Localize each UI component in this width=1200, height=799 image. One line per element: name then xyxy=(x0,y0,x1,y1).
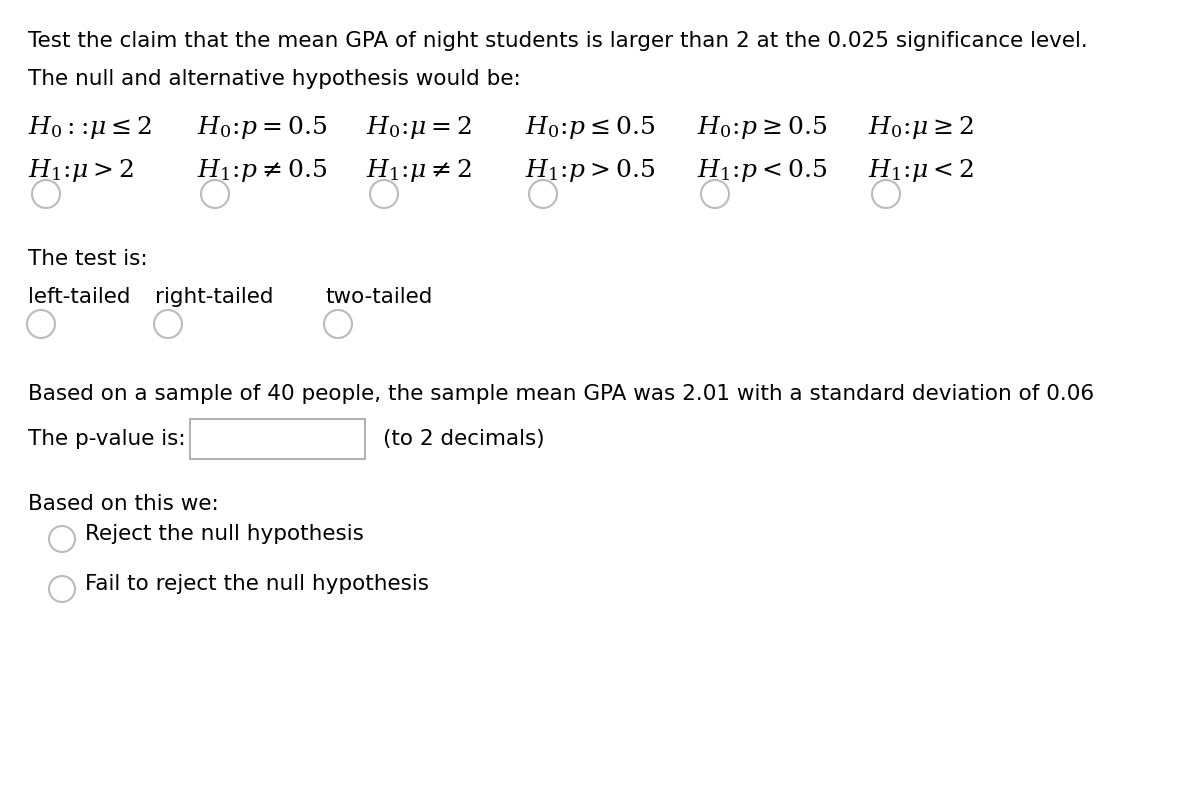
Text: $H_0\!:\!\mu \geq 2$: $H_0\!:\!\mu \geq 2$ xyxy=(868,114,974,141)
Text: $H_0\!:\!p \leq 0.5$: $H_0\!:\!p \leq 0.5$ xyxy=(526,114,655,141)
Text: Based on a sample of 40 people, the sample mean GPA was 2.01 with a standard dev: Based on a sample of 40 people, the samp… xyxy=(28,384,1094,404)
Text: The test is:: The test is: xyxy=(28,249,148,269)
Text: (to 2 decimals): (to 2 decimals) xyxy=(383,429,545,449)
Text: The p-value is:: The p-value is: xyxy=(28,429,186,449)
Text: $H_0:\!:\!\mu \leq 2$: $H_0:\!:\!\mu \leq 2$ xyxy=(28,114,152,141)
Text: $H_1\!:\!\mu < 2$: $H_1\!:\!\mu < 2$ xyxy=(868,157,974,184)
Text: $H_1\!:\!\mu > 2$: $H_1\!:\!\mu > 2$ xyxy=(28,157,134,184)
Text: Fail to reject the null hypothesis: Fail to reject the null hypothesis xyxy=(85,574,430,594)
Text: $H_1\!:\!p > 0.5$: $H_1\!:\!p > 0.5$ xyxy=(526,157,655,184)
Text: left-tailed: left-tailed xyxy=(28,287,131,307)
Text: The null and alternative hypothesis would be:: The null and alternative hypothesis woul… xyxy=(28,69,521,89)
FancyBboxPatch shape xyxy=(190,419,365,459)
Text: Based on this we:: Based on this we: xyxy=(28,494,218,514)
Text: right-tailed: right-tailed xyxy=(155,287,274,307)
Text: $H_1\!:\!p < 0.5$: $H_1\!:\!p < 0.5$ xyxy=(697,157,827,184)
Text: Test the claim that the mean GPA of night students is larger than 2 at the 0.025: Test the claim that the mean GPA of nigh… xyxy=(28,31,1087,51)
Text: $H_0\!:\!p \geq 0.5$: $H_0\!:\!p \geq 0.5$ xyxy=(697,114,827,141)
Text: two-tailed: two-tailed xyxy=(325,287,432,307)
Text: $H_0\!:\!\mu = 2$: $H_0\!:\!\mu = 2$ xyxy=(366,114,472,141)
Text: $H_1\!:\!p \neq 0.5$: $H_1\!:\!p \neq 0.5$ xyxy=(197,157,328,184)
Text: Reject the null hypothesis: Reject the null hypothesis xyxy=(85,524,364,544)
Text: $H_1\!:\!\mu \neq 2$: $H_1\!:\!\mu \neq 2$ xyxy=(366,157,472,184)
Text: $H_0\!:\!p = 0.5$: $H_0\!:\!p = 0.5$ xyxy=(197,114,328,141)
